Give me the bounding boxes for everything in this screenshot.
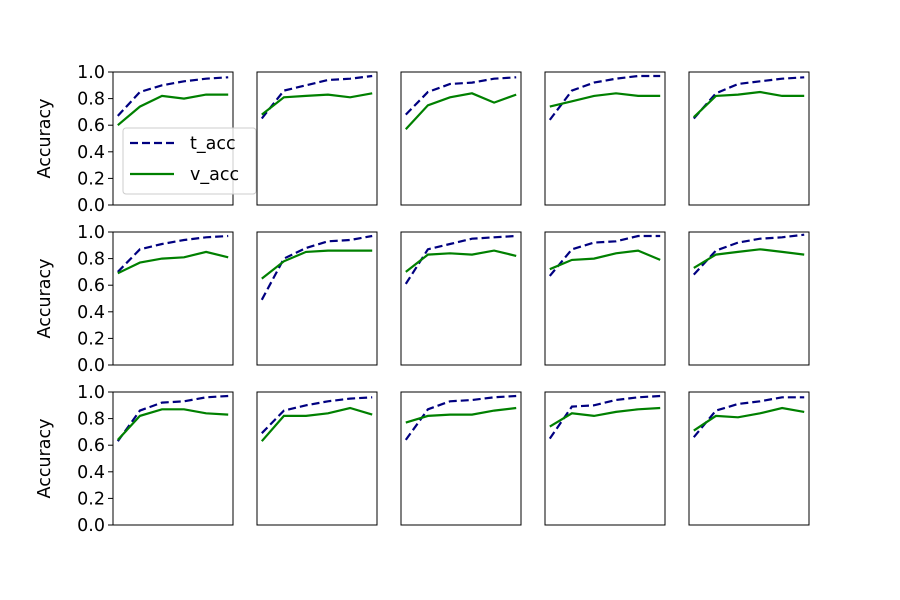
- subplot-15: [688, 391, 810, 526]
- axis-frame: [256, 231, 378, 366]
- y-tick-label: 0.6: [77, 116, 105, 136]
- t-acc-line: [116, 76, 229, 117]
- t-acc-line: [548, 394, 661, 440]
- y-tick-label: 0.8: [77, 90, 105, 110]
- t-acc-line: [692, 233, 805, 276]
- t-acc-line: [404, 234, 517, 285]
- v-acc-line: [117, 250, 229, 275]
- v-acc-line: [693, 248, 805, 269]
- v-acc-line: [117, 93, 229, 127]
- y-axis-label: Accuracy: [35, 99, 55, 179]
- legend-label-t-acc: t_acc: [190, 134, 236, 154]
- t-acc-line: [692, 76, 805, 120]
- y-tick-label: 0.0: [77, 196, 105, 216]
- y-tick-label: 0.6: [77, 436, 105, 456]
- t-acc-line: [261, 396, 373, 434]
- v-acc-line: [405, 406, 517, 424]
- axis-frame: [688, 391, 810, 526]
- legend-box: [122, 127, 257, 195]
- axis-frame: [544, 391, 666, 526]
- y-tick-label: 0.4: [77, 143, 105, 163]
- y-tick-label: 0.8: [77, 250, 105, 270]
- subplot-2: [256, 71, 378, 206]
- y-tick-label: 0.2: [77, 489, 105, 509]
- axis-frame: [256, 71, 378, 206]
- t-acc-line: [405, 76, 517, 116]
- axis-frame: [688, 71, 810, 206]
- y-tick-label: 1.0: [77, 223, 105, 243]
- subplot-14: [544, 391, 666, 526]
- v-acc-line: [549, 249, 661, 271]
- subplot-10: [688, 231, 810, 366]
- subplot-5: [688, 71, 810, 206]
- y-axis-label: Accuracy: [35, 259, 55, 339]
- y-tick-label: 0.4: [77, 303, 105, 323]
- t-acc-line: [260, 74, 373, 120]
- axis-frame: [112, 231, 234, 366]
- legend-label-v-acc: v_acc: [190, 165, 239, 185]
- y-axis-label: Accuracy: [35, 419, 55, 499]
- t-acc-line: [116, 394, 229, 442]
- v-acc-line: [116, 408, 229, 441]
- v-acc-line: [405, 249, 517, 273]
- y-tick-label: 0.2: [77, 169, 105, 189]
- y-tick-label: 0.6: [77, 276, 105, 296]
- v-acc-line: [693, 406, 805, 432]
- y-tick-label: 0.0: [77, 516, 105, 536]
- subplot-6: 0.0 0.2 0.4 0.6 0.8 1.0 Accuracy: [35, 223, 234, 376]
- t-acc-line: [548, 74, 661, 121]
- v-acc-line: [261, 92, 373, 116]
- y-tick-label: 0.2: [77, 329, 105, 349]
- axis-frame: [112, 391, 234, 526]
- subplot-12: [256, 391, 378, 526]
- subplot-3: [400, 71, 522, 206]
- axis-frame: [400, 231, 522, 366]
- subplot-13: [400, 391, 522, 526]
- y-tick-label: 0.0: [77, 356, 105, 376]
- v-acc-line: [404, 92, 517, 130]
- subplot-7: [256, 231, 378, 366]
- v-acc-line: [549, 406, 661, 428]
- subplot-4: [544, 71, 666, 206]
- axis-frame: [400, 71, 522, 206]
- v-acc-line: [693, 90, 805, 118]
- axis-frame: [256, 391, 378, 526]
- axis-frame: [400, 391, 522, 526]
- subplot-9: [544, 231, 666, 366]
- axis-frame: [544, 71, 666, 206]
- legend: t_acc v_acc: [122, 127, 257, 195]
- v-acc-line: [549, 92, 661, 108]
- y-tick-label: 1.0: [77, 63, 105, 83]
- t-acc-line: [548, 234, 661, 277]
- subplot-11: 0.0 0.2 0.4 0.6 0.8 1.0 Accuracy: [35, 383, 234, 536]
- t-acc-line: [404, 394, 517, 441]
- t-acc-line: [117, 234, 229, 273]
- subplot-8: [400, 231, 522, 366]
- y-tick-label: 0.8: [77, 410, 105, 430]
- v-acc-line: [261, 249, 373, 280]
- y-tick-label: 0.4: [77, 463, 105, 483]
- subplot-1: 0.0 0.2 0.4 0.6 0.8 1.0 Accuracy t_acc v_acc: [35, 63, 257, 216]
- axis-frame: [688, 231, 810, 366]
- t-acc-line: [692, 396, 805, 438]
- v-acc-line: [260, 406, 373, 442]
- y-tick-label: 1.0: [77, 383, 105, 403]
- axis-frame: [544, 231, 666, 366]
